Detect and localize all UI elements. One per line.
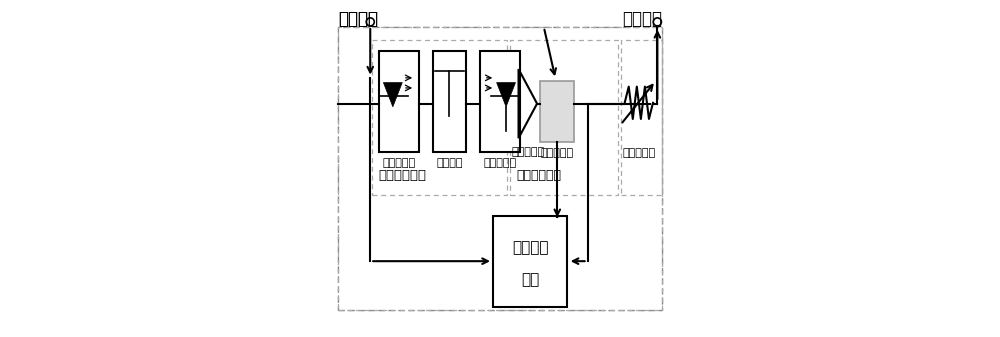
Text: 光线延时模块: 光线延时模块 (379, 169, 427, 182)
Bar (379, 51, 419, 152)
Polygon shape (497, 83, 516, 107)
Text: 补偿放大器: 补偿放大器 (511, 147, 544, 157)
Bar (338, 27, 662, 310)
Text: 电调衰减器: 电调衰减器 (541, 148, 574, 158)
Text: 增益调节模块: 增益调节模块 (517, 169, 562, 182)
Bar (621, 40, 662, 195)
Text: 模块: 模块 (521, 272, 539, 287)
Text: 光端接收机: 光端接收机 (483, 158, 517, 168)
Text: 光端发射机: 光端发射机 (382, 158, 415, 168)
Text: 数控衰减器: 数控衰减器 (622, 148, 655, 158)
Bar (338, 27, 662, 310)
Polygon shape (383, 83, 402, 107)
Text: 光延迟线: 光延迟线 (436, 158, 463, 168)
Text: 输入信号: 输入信号 (338, 10, 378, 28)
Bar (433, 51, 466, 152)
Bar (338, 27, 662, 310)
Bar (540, 81, 574, 142)
Text: 输入信号: 输入信号 (338, 10, 378, 28)
Bar (493, 216, 567, 307)
Bar (480, 51, 520, 152)
Text: 输出信号: 输出信号 (622, 10, 662, 28)
Bar (510, 40, 618, 195)
Bar (372, 40, 507, 195)
Text: 增益控制: 增益控制 (512, 240, 549, 255)
